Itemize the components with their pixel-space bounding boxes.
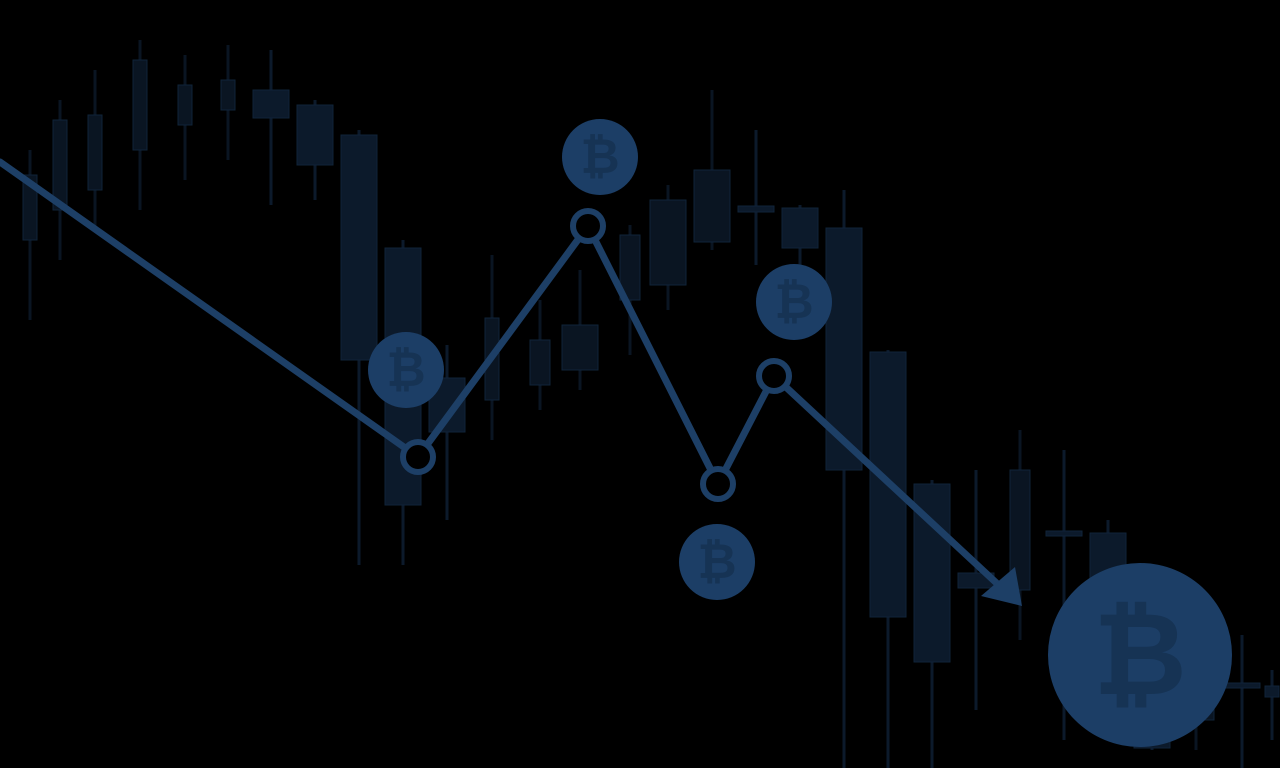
- candlestick-9: [340, 130, 378, 565]
- candlestick-20: [825, 190, 863, 768]
- bitcoin-icon: ₿: [1048, 563, 1232, 747]
- coin-symbol: ₿: [697, 534, 736, 590]
- trend-node-1: [400, 439, 436, 475]
- candle-body: [649, 199, 687, 286]
- candlestick-13: [529, 300, 551, 410]
- candlestick-1: [22, 150, 38, 320]
- bitcoin-icon: ₿: [562, 119, 638, 195]
- candlestick-19: [781, 205, 819, 270]
- bitcoin-icon: ₿: [679, 524, 755, 600]
- candlestick-5: [177, 55, 193, 180]
- candle-body: [52, 119, 68, 211]
- bitcoin-icon: ₿: [368, 332, 444, 408]
- candle-body: [132, 59, 148, 151]
- candle-body: [825, 227, 863, 471]
- coin-symbol: ₿: [580, 129, 619, 185]
- candlestick-14: [561, 270, 599, 390]
- candlestick-6: [220, 45, 236, 160]
- candlestick-7: [252, 50, 290, 205]
- candlestick-17: [693, 90, 731, 250]
- candlestick-4: [132, 40, 148, 210]
- candle-body: [693, 169, 731, 243]
- candle-body: [340, 134, 378, 361]
- candle-body: [87, 114, 103, 191]
- coin-disc: [756, 264, 832, 340]
- trend-line: [0, 158, 1008, 594]
- coin-disc: [679, 524, 755, 600]
- coin-disc: [562, 119, 638, 195]
- bitcoin-coins: ₿ ₿ ₿ ₿ ₿: [368, 119, 1232, 747]
- candle-body: [1045, 530, 1083, 537]
- candle-body: [22, 174, 38, 241]
- candlestick-3: [87, 70, 103, 230]
- candle-body: [177, 84, 193, 126]
- candlestick-16: [649, 185, 687, 310]
- trend-node-2: [570, 208, 606, 244]
- coin-symbol: ₿: [1093, 588, 1187, 722]
- arrow-head-icon: [981, 567, 1022, 606]
- candlestick-24: [1009, 430, 1031, 640]
- candlestick-18: [737, 130, 775, 265]
- trend-line-group: [0, 158, 1022, 606]
- candle-body: [296, 104, 334, 166]
- candle-body: [737, 205, 775, 213]
- candle-body: [619, 234, 641, 301]
- candlestick-8: [296, 100, 334, 200]
- candlestick-15: [619, 225, 641, 355]
- candlestick-30: [1264, 670, 1280, 740]
- trend-node-3: [700, 466, 736, 502]
- coin-disc: [368, 332, 444, 408]
- candle-body: [529, 339, 551, 386]
- candle-body: [220, 79, 236, 111]
- trend-node-4: [756, 358, 792, 394]
- candle-body: [1223, 682, 1261, 689]
- candle-body: [1009, 469, 1031, 591]
- coin-symbol: ₿: [774, 274, 813, 330]
- candlestick-21: [869, 350, 907, 768]
- bitcoin-icon: ₿: [756, 264, 832, 340]
- candle-body: [252, 89, 290, 119]
- candle-body: [561, 324, 599, 371]
- candle-body: [781, 207, 819, 249]
- candle-body: [1264, 685, 1280, 698]
- coin-symbol: ₿: [386, 342, 425, 398]
- candlestick-2: [52, 100, 68, 260]
- coin-disc: [1048, 563, 1232, 747]
